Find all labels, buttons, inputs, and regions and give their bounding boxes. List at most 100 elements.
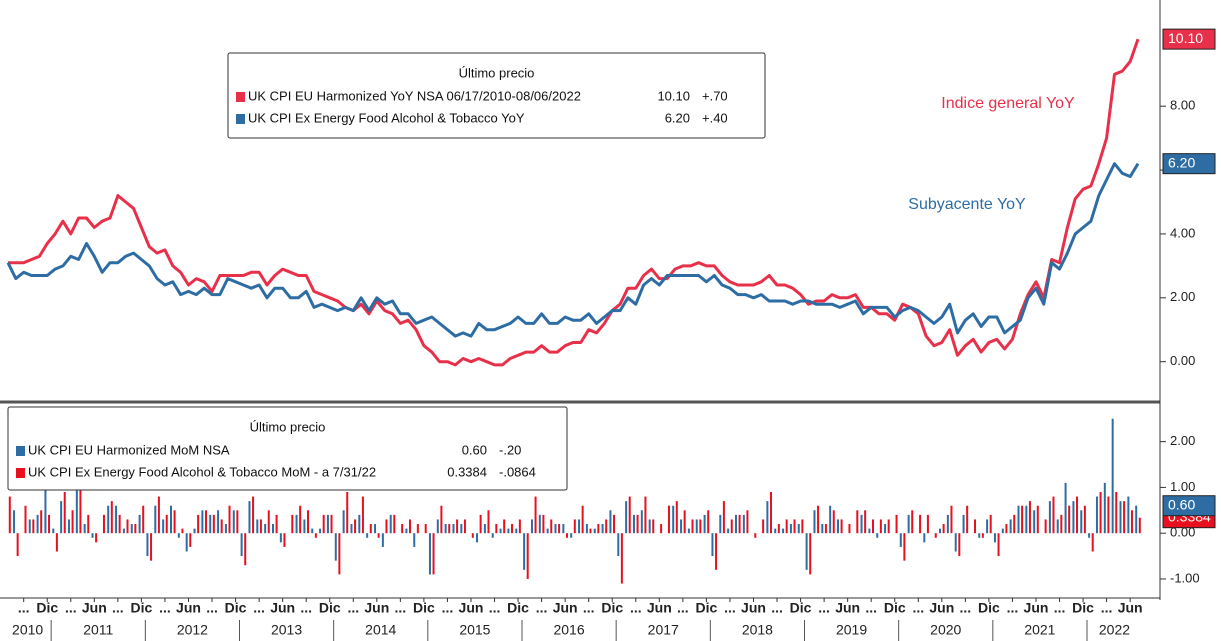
last-value-tag (1162, 28, 1216, 50)
bar (358, 514, 361, 534)
bar (264, 524, 267, 534)
bar (1060, 514, 1063, 534)
x-tick-label: Jun (647, 600, 672, 616)
legend-label: UK CPI EU Harmonized MoM NSA (28, 442, 230, 457)
bar (507, 528, 510, 534)
x-tick-label: Jun (835, 600, 860, 616)
bar (518, 519, 521, 534)
bar (715, 533, 718, 570)
bar (962, 514, 965, 534)
bar (805, 533, 808, 570)
bar (887, 519, 890, 534)
bar (401, 524, 404, 534)
bar (393, 514, 396, 534)
bar (840, 519, 843, 534)
bar (1127, 496, 1130, 534)
bar (173, 510, 176, 534)
x-tick-label: ... (536, 600, 548, 616)
bar (762, 519, 765, 534)
bar (162, 519, 165, 534)
bar (1099, 491, 1102, 534)
bar (256, 519, 259, 534)
bar (777, 524, 780, 534)
bar (102, 514, 105, 534)
y-tick-label: 2.00 (1170, 433, 1195, 448)
bar (939, 528, 942, 534)
bar (126, 519, 129, 534)
bar (413, 533, 416, 547)
bar (648, 519, 651, 534)
bar (986, 519, 989, 534)
bar (1052, 496, 1055, 534)
bar (797, 524, 800, 534)
bar (456, 519, 459, 534)
bar (707, 510, 710, 534)
bar (499, 528, 502, 534)
legend-label: UK CPI Ex Energy Food Alcohol & Tobacco … (28, 464, 376, 479)
bar (24, 505, 27, 534)
bar (424, 524, 427, 534)
bar (942, 524, 945, 534)
bar (204, 510, 207, 534)
y-tick-label: 1.00 (1170, 479, 1195, 494)
bar (817, 505, 820, 534)
bar (856, 510, 859, 534)
bar (926, 514, 929, 534)
legend-box (7, 406, 568, 491)
x-tick-label: ... (724, 600, 736, 616)
bar (558, 524, 561, 534)
bar (217, 510, 220, 534)
x-tick-label: ... (677, 600, 689, 616)
x-tick-label: Jun (459, 600, 484, 616)
bar (1119, 501, 1122, 534)
x-tick-label: Dic (131, 600, 153, 616)
bar (185, 533, 188, 552)
bar (581, 505, 584, 534)
bar (601, 524, 604, 534)
bar (636, 514, 639, 534)
bar (1017, 505, 1020, 534)
bar (311, 528, 314, 534)
bar (40, 510, 43, 534)
x-tick-label: Jun (929, 600, 954, 616)
bar (416, 524, 419, 534)
bar (793, 519, 796, 534)
bar (785, 519, 788, 534)
legend-change: -.20 (499, 442, 521, 457)
bar (303, 519, 306, 534)
bar (503, 519, 506, 534)
x-tick-label: Jun (1118, 600, 1143, 616)
legend-swatch (236, 92, 245, 102)
bar (1068, 505, 1071, 534)
bar (197, 514, 200, 534)
x-year-label: 2015 (459, 622, 490, 638)
bar (860, 514, 863, 534)
bar (1083, 505, 1086, 534)
bar (63, 491, 66, 534)
x-year-label: 2022 (1099, 622, 1130, 638)
bar (330, 514, 333, 534)
bar (338, 533, 341, 575)
bar (354, 519, 357, 534)
bar (1076, 496, 1079, 534)
x-year-label: 2011 (83, 622, 113, 638)
x-tick-label: ... (1007, 600, 1019, 616)
bar (978, 533, 981, 538)
bar (487, 510, 490, 534)
bar (272, 524, 275, 534)
x-tick-label: ... (865, 600, 877, 616)
series-line (6, 162, 1140, 338)
bar (1033, 510, 1036, 534)
x-year-label: 2017 (648, 622, 679, 638)
x-year-label: 2010 (12, 622, 43, 638)
x-year-label: 2020 (930, 622, 961, 638)
bar (923, 533, 926, 543)
x-tick-label: ... (206, 600, 218, 616)
bar (381, 533, 384, 547)
annotation: Subyacente YoY (908, 196, 1026, 213)
x-year-label: 2012 (177, 622, 208, 638)
x-tick-label: ... (300, 600, 312, 616)
bar (809, 533, 812, 575)
y-tick-label: 8.00 (1170, 98, 1195, 113)
